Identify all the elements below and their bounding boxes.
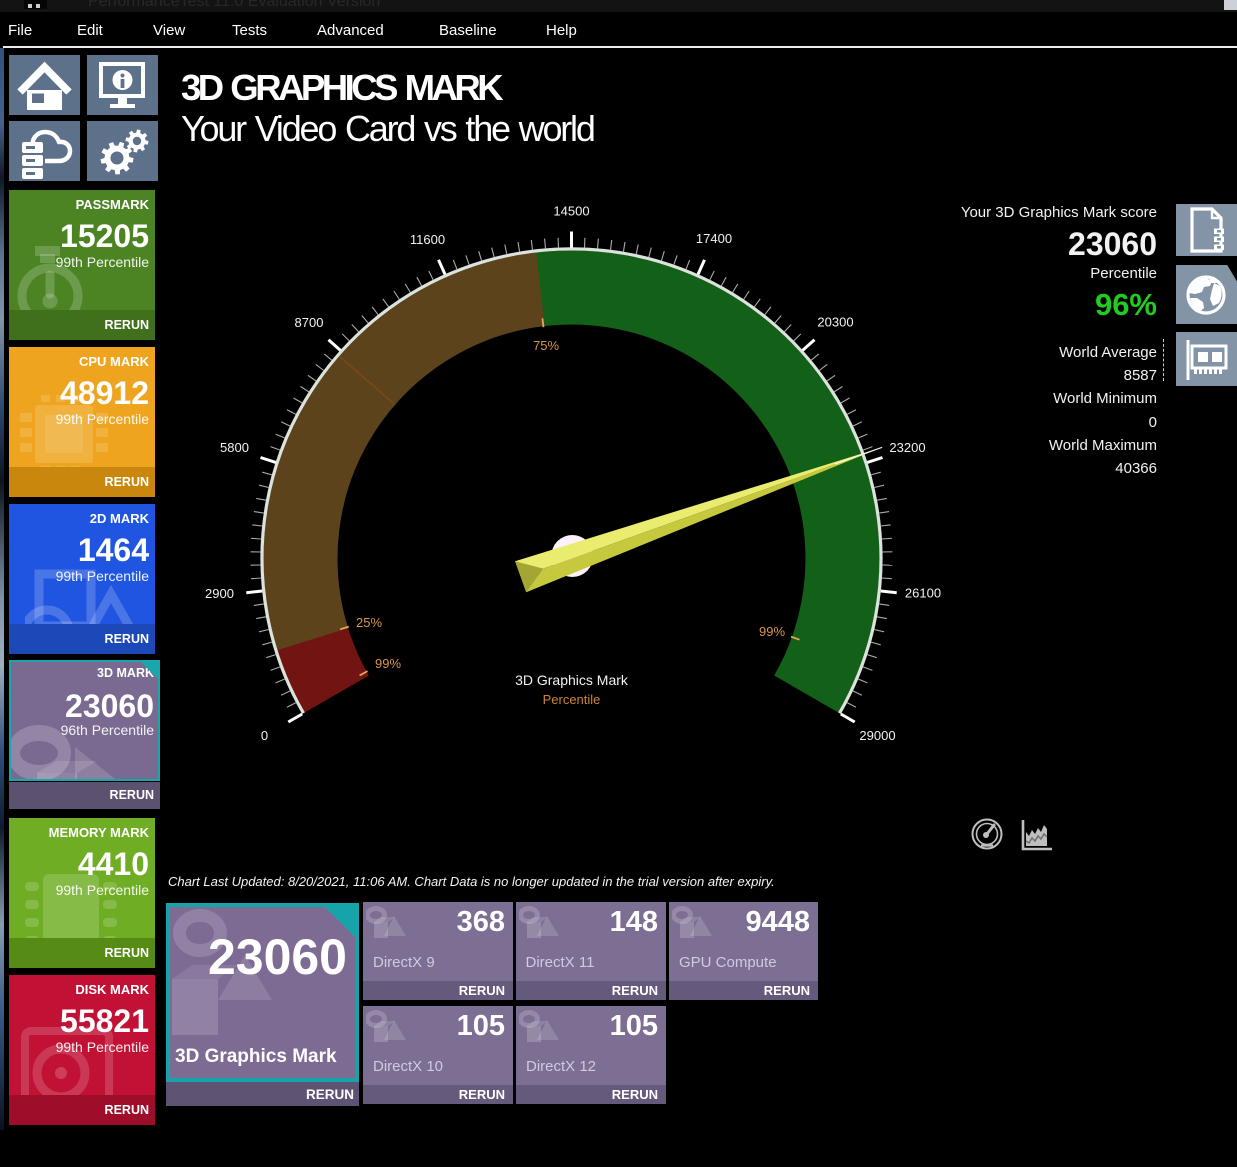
svg-text:2900: 2900	[205, 586, 234, 601]
svg-text:5800: 5800	[220, 440, 249, 455]
svg-text:Percentile: Percentile	[543, 692, 601, 707]
svg-text:99%: 99%	[759, 624, 785, 639]
svg-text:11600: 11600	[410, 232, 445, 247]
svg-text:20300: 20300	[817, 315, 853, 330]
svg-text:25%: 25%	[356, 615, 382, 630]
svg-text:14500: 14500	[553, 204, 589, 219]
svg-text:3D Graphics Mark: 3D Graphics Mark	[515, 672, 629, 688]
svg-text:26100: 26100	[905, 586, 941, 601]
svg-text:23200: 23200	[889, 440, 925, 455]
svg-text:99%: 99%	[375, 656, 401, 671]
svg-text:29000: 29000	[859, 728, 895, 743]
svg-text:17400: 17400	[696, 231, 732, 246]
svg-text:75%: 75%	[533, 338, 559, 353]
svg-text:8700: 8700	[295, 315, 324, 330]
svg-text:0: 0	[261, 728, 268, 743]
